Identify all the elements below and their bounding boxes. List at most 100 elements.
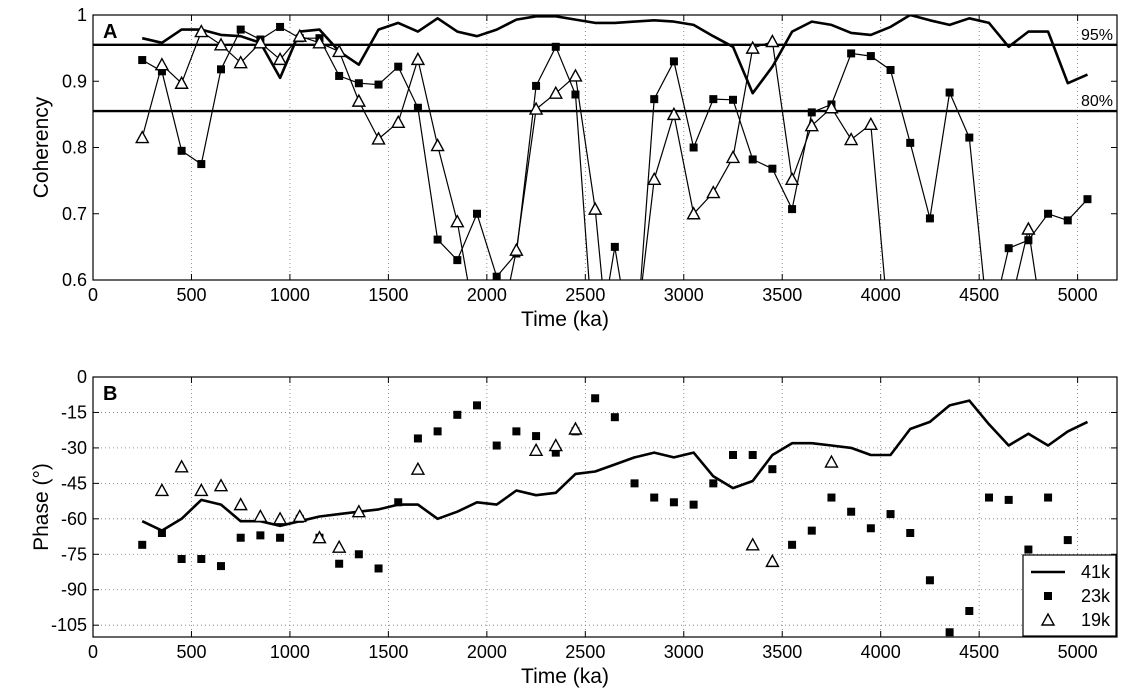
series-23k-point xyxy=(847,49,856,58)
series-23k-point xyxy=(532,432,541,441)
series-23k-point xyxy=(492,272,501,280)
series-19k-line xyxy=(141,30,1037,280)
series-23k-point xyxy=(335,71,344,80)
series-23k-point xyxy=(807,526,816,535)
series-19k-point xyxy=(194,482,209,497)
y-tick-label: -105 xyxy=(51,615,87,635)
reference-line-label: 80% xyxy=(1081,93,1113,110)
reference-line-label: 95% xyxy=(1081,27,1113,44)
series-23k-point xyxy=(965,133,974,142)
series-19k-point xyxy=(371,131,386,145)
series-23k-point xyxy=(591,394,600,403)
plot-frame xyxy=(92,376,1118,638)
x-tick-label: 2500 xyxy=(565,285,605,305)
y-tick-label: 0.6 xyxy=(62,270,87,290)
legend-swatch-23k xyxy=(1044,592,1052,600)
series-23k-point xyxy=(945,88,954,97)
series-23k-point xyxy=(157,529,166,537)
series-19k-point xyxy=(548,438,563,452)
series-23k-point xyxy=(866,52,875,61)
series-23k-point xyxy=(551,42,560,51)
y-tick-label: -45 xyxy=(61,473,87,493)
series-19k-point xyxy=(272,51,288,66)
series-23k-point xyxy=(236,533,245,542)
series-23k-point xyxy=(413,103,422,112)
series-19k-point xyxy=(391,114,406,129)
series-23k-point xyxy=(512,427,521,436)
series-19k-point xyxy=(430,138,445,152)
series-23k-point xyxy=(276,22,285,31)
series-19k-point xyxy=(194,24,209,38)
series-23k-point xyxy=(453,256,462,265)
series-23k-point xyxy=(827,493,836,502)
x-tick-label: 3000 xyxy=(664,285,704,305)
series-19k-point xyxy=(292,28,307,42)
series-19k-point xyxy=(174,459,189,473)
series-23k-point xyxy=(532,81,541,90)
series-23k-point xyxy=(925,576,934,585)
series-19k-point xyxy=(135,130,150,144)
plot-area xyxy=(135,15,1092,280)
series-23k-point xyxy=(413,434,422,443)
panel-a: 0 500 1000 1500 2000 2500 3000 3500 4000 4500 5000… xyxy=(30,5,1118,331)
series-19k-point xyxy=(647,171,662,186)
series-23k-point xyxy=(197,555,206,563)
series-19k-point xyxy=(213,37,229,51)
x-tick-label: 500 xyxy=(176,642,206,662)
series-23k-point xyxy=(886,65,895,74)
series-19k-point xyxy=(863,116,879,131)
series-23k-point xyxy=(906,529,915,537)
series-23k-point xyxy=(217,562,225,571)
y-tick-label: -30 xyxy=(61,438,87,458)
series-23k-point xyxy=(925,214,934,223)
series-19k-point xyxy=(765,34,780,48)
x-tick-label: 5000 xyxy=(1058,285,1098,305)
series-19k-point xyxy=(272,511,288,525)
x-axis-label: Time (ka) xyxy=(521,665,609,688)
y-tick-label: 0.7 xyxy=(62,204,87,224)
series-19k-point xyxy=(253,35,268,49)
series-23k-point xyxy=(1044,493,1053,502)
series-23k-point xyxy=(197,160,206,169)
panel-b: 0 500 1000 1500 2000 2500 3000 3500 4000 4500 5000… xyxy=(30,367,1118,688)
series-23k-point xyxy=(650,493,659,502)
series-19k-point xyxy=(233,497,248,511)
series-23k-point xyxy=(1004,495,1013,504)
series-23k-point xyxy=(157,67,166,76)
series-19k-point xyxy=(745,537,760,551)
series-19k-point xyxy=(174,75,189,89)
y-tick-label: 0.8 xyxy=(62,138,87,158)
series-19k-point xyxy=(450,214,465,228)
x-tick-label: 4500 xyxy=(959,285,999,305)
panel-label: A xyxy=(103,21,117,43)
series-23k-point xyxy=(847,507,856,516)
y-tick-label: 0.9 xyxy=(62,71,87,91)
series-23k-point xyxy=(788,205,797,214)
series-23k-point xyxy=(866,524,875,533)
x-tick-label: 1000 xyxy=(270,642,310,662)
x-tick-label: 3000 xyxy=(664,642,704,662)
x-tick-label: 1000 xyxy=(270,285,310,305)
series-19k-point xyxy=(233,55,248,69)
x-tick-label: 4000 xyxy=(861,642,901,662)
series-23k-point xyxy=(1063,536,1072,545)
series-19k-point xyxy=(843,132,859,146)
series-23k-point xyxy=(256,531,265,540)
series-23k-point xyxy=(748,451,757,459)
series-19k-point xyxy=(154,57,170,71)
x-tick-label: 1500 xyxy=(368,285,408,305)
series-23k-point xyxy=(886,510,895,519)
series-23k-point xyxy=(276,533,285,542)
series-23k-point xyxy=(807,108,816,117)
series-23k-point xyxy=(729,451,737,459)
series-19k-point xyxy=(312,530,327,544)
series-23k-point xyxy=(610,413,619,422)
series-19k-point xyxy=(213,478,229,492)
series-23k-point xyxy=(433,427,442,436)
series-23k-point xyxy=(729,95,737,104)
series-23k-point xyxy=(945,628,954,637)
series-19k-point xyxy=(292,508,307,523)
plot-frame xyxy=(92,14,1118,281)
series-23k-point xyxy=(394,498,403,507)
